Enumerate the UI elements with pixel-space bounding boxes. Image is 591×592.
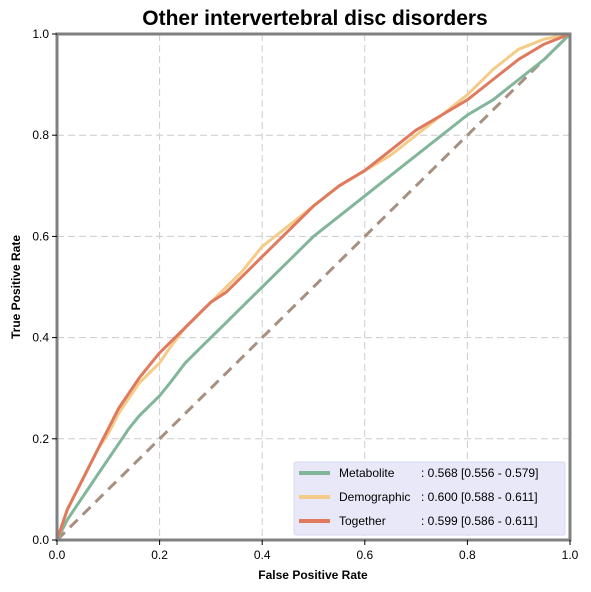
legend-entry-name: Demographic (339, 490, 410, 504)
x-tick-label: 0.2 (151, 548, 168, 562)
y-tick-label: 0.0 (32, 533, 49, 547)
y-tick-label: 1.0 (32, 27, 49, 41)
chart-title: Other intervertebral disc disorders (142, 7, 487, 30)
x-axis-ticks: 0.0 0.2 0.4 0.6 0.8 1.0 (49, 540, 579, 562)
x-axis-label: False Positive Rate (258, 568, 368, 582)
legend-entry-auc: : 0.600 [0.588 - 0.611] (421, 490, 538, 504)
legend: Metabolite : 0.568 [0.556 - 0.579] Demogra… (293, 461, 566, 536)
legend-entry-name: Together (339, 514, 386, 528)
y-tick-label: 0.6 (32, 229, 49, 243)
x-tick-label: 0.8 (459, 548, 476, 562)
y-axis-ticks: 0.0 0.2 0.4 0.6 0.8 1.0 (32, 27, 57, 547)
legend-entry-auc: : 0.599 [0.586 - 0.611] (421, 514, 538, 528)
legend-entry-auc: : 0.568 [0.556 - 0.579] (421, 466, 538, 480)
chance-line (55, 32, 572, 542)
x-tick-label: 0.4 (254, 548, 271, 562)
y-tick-label: 0.2 (32, 432, 49, 446)
y-axis-label: True Positive Rate (9, 235, 23, 339)
legend-entry-name: Metabolite (339, 466, 395, 480)
series-line-together (55, 32, 571, 541)
series-lines (55, 32, 572, 541)
plot-frame (55, 32, 572, 542)
x-tick-label: 0.0 (49, 548, 66, 562)
y-tick-label: 0.8 (32, 128, 49, 142)
y-tick-label: 0.4 (32, 331, 49, 345)
reference-diagonal (55, 32, 572, 542)
x-tick-label: 0.6 (356, 548, 373, 562)
x-tick-label: 1.0 (562, 548, 579, 562)
legend-box (293, 461, 566, 536)
series-line-metabolite (55, 32, 572, 541)
